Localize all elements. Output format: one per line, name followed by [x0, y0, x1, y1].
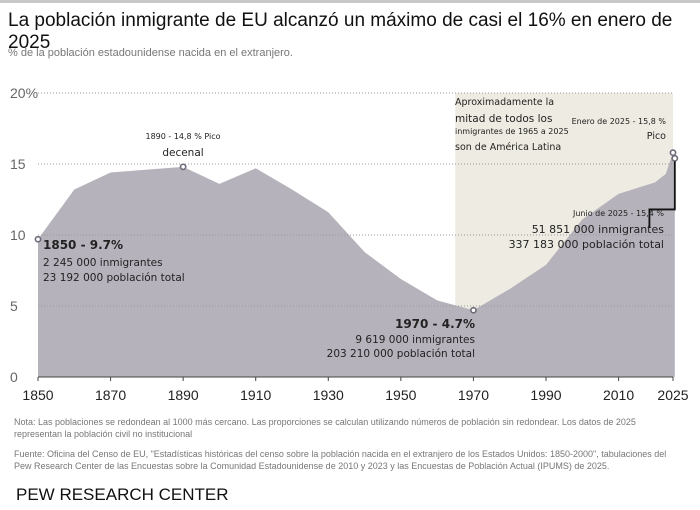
x-tick-label: 1950: [385, 387, 416, 403]
annotation-1890: 1890 - 14,8 % Pico: [146, 132, 221, 141]
annotation-1970: 1970 - 4.7%: [395, 317, 475, 331]
chart-subtitle: % de la población estadounidense nacida …: [8, 47, 293, 59]
shade-annotation: son de América Latina: [455, 142, 561, 153]
annotation-1850: 1850 - 9.7%: [43, 238, 123, 252]
annotation-jan-2025: Pico: [647, 131, 666, 142]
y-tick-label: 10: [10, 227, 26, 243]
data-point-marker: [34, 235, 42, 243]
shade-annotation: mitad de todos los: [455, 113, 552, 125]
x-tick-label: 2025: [657, 387, 688, 403]
y-tick-label: 15: [10, 156, 26, 172]
annotation-1970: 9 619 000 inmigrantes: [355, 334, 475, 346]
top-rule: [0, 0, 700, 3]
x-tick-label: 1890: [168, 387, 199, 403]
x-tick-label: 1970: [458, 387, 489, 403]
x-tick-label: 1910: [240, 387, 271, 403]
annotation-jun-2025: 51 851 000 inmigrantes: [532, 223, 665, 236]
annotation-jun-2025: 337 183 000 población total: [509, 238, 664, 251]
source: Fuente: Oficina del Censo de EU, "Estadí…: [14, 449, 667, 471]
x-tick-label: 1870: [95, 387, 126, 403]
x-tick-label: 2010: [603, 387, 634, 403]
annotation-jun-2025: Junio de 2025 - 15,4 %: [572, 209, 664, 218]
y-tick-label: 0: [10, 369, 18, 385]
data-point-marker: [669, 149, 677, 157]
shade-annotation: Aproximadamente la: [455, 97, 554, 108]
pew-logo: PEW RESEARCH CENTER: [16, 485, 229, 504]
data-point-marker: [179, 163, 187, 171]
annotation-connector: [648, 161, 676, 228]
x-tick-label: 1930: [313, 387, 344, 403]
data-point-marker: [671, 154, 679, 162]
x-tick-label: 1850: [22, 387, 53, 403]
data-point-marker: [470, 306, 477, 314]
note: Nota: Las poblaciones se redondean al 10…: [14, 417, 636, 439]
area-series: [38, 152, 675, 377]
y-tick-label: 20%: [10, 85, 38, 101]
annotation-1890: decenal: [162, 147, 203, 159]
chart-title: La población inmigrante de EU alcanzó un…: [8, 10, 673, 53]
annotation-jan-2025: Enero de 2025 - 15,8 %: [572, 117, 667, 126]
annotation-1850: 2 245 000 inmigrantes: [43, 257, 163, 269]
y-tick-label: 5: [10, 298, 18, 314]
annotation-1970: 203 210 000 población total: [327, 348, 475, 360]
annotation-1850: 23 192 000 población total: [43, 272, 185, 284]
shade-annotation: inmigrantes de 1965 a 2025: [455, 127, 569, 136]
x-tick-label: 1990: [530, 387, 561, 403]
